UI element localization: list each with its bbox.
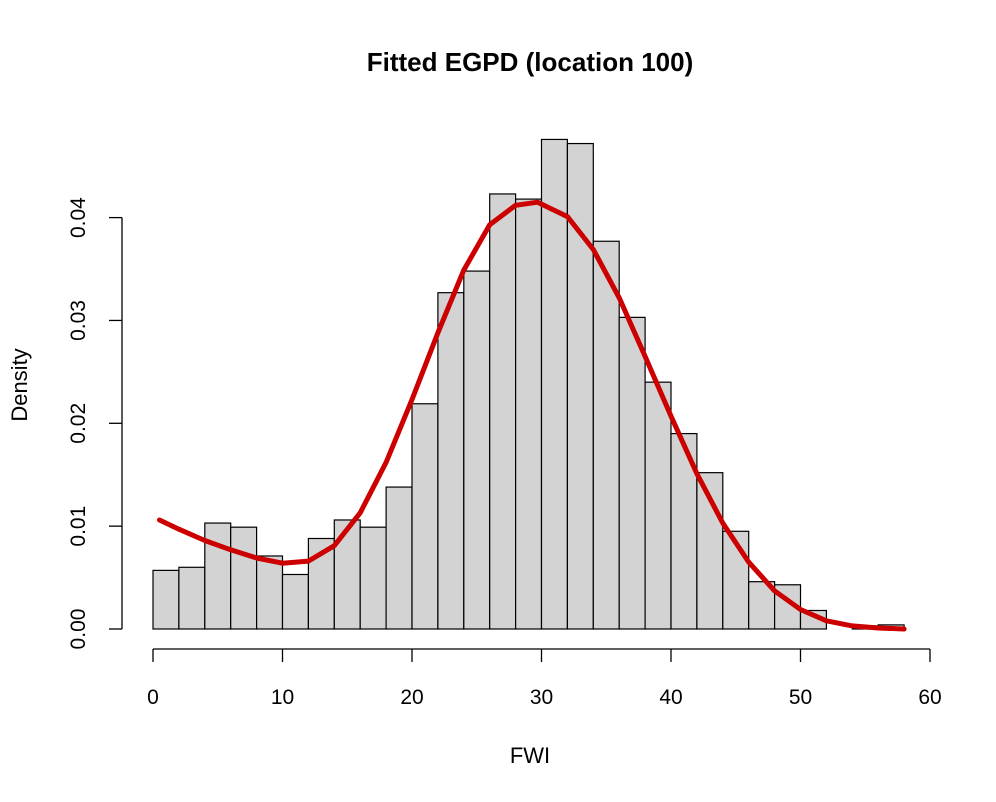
- x-axis-label: FWI: [510, 743, 550, 768]
- y-axis-label: Density: [7, 348, 32, 421]
- x-tick-label: 40: [659, 686, 682, 709]
- x-axis: 0 10 20 30 40 50 60: [147, 648, 942, 709]
- histogram-bar: [333, 519, 361, 630]
- histogram-bar: [618, 316, 646, 630]
- chart-title: Fitted EGPD (location 100): [367, 47, 694, 77]
- x-tick-label: 50: [789, 686, 812, 709]
- histogram-bar: [230, 526, 258, 630]
- histogram-bar: [644, 381, 672, 630]
- histogram-bar: [489, 193, 517, 630]
- histogram-bar: [178, 566, 206, 630]
- histogram-bar: [540, 138, 568, 630]
- histogram-bar: [411, 403, 439, 630]
- histogram-bar: [359, 526, 387, 630]
- x-tick-label: 60: [918, 686, 941, 709]
- x-tick-label: 20: [400, 686, 423, 709]
- histogram-bar: [592, 240, 620, 630]
- y-tick-label: 0.01: [67, 506, 90, 547]
- y-tick-label: 0.03: [67, 300, 90, 341]
- x-tick-label: 30: [530, 686, 553, 709]
- y-tick-label: 0.00: [67, 609, 90, 650]
- y-tick-label: 0.02: [67, 403, 90, 444]
- fitted-density-curve: [157, 199, 907, 632]
- histogram-bar: [463, 270, 491, 630]
- histogram-bar: [722, 530, 750, 630]
- y-axis: 0.00 0.01 0.02 0.03 0.04: [67, 197, 123, 650]
- histogram-bars: [152, 138, 905, 630]
- histogram-bar: [281, 573, 309, 630]
- histogram-bar: [204, 522, 232, 630]
- histogram-bar: [152, 569, 180, 630]
- x-tick-label: 10: [271, 686, 294, 709]
- histogram-bar: [514, 198, 543, 630]
- y-tick-label: 0.04: [67, 197, 90, 238]
- x-tick-label: 0: [147, 686, 159, 709]
- histogram-bar: [566, 142, 594, 630]
- histogram-bar: [385, 486, 413, 630]
- histogram-bar: [437, 292, 465, 630]
- histogram-bar: [256, 555, 284, 630]
